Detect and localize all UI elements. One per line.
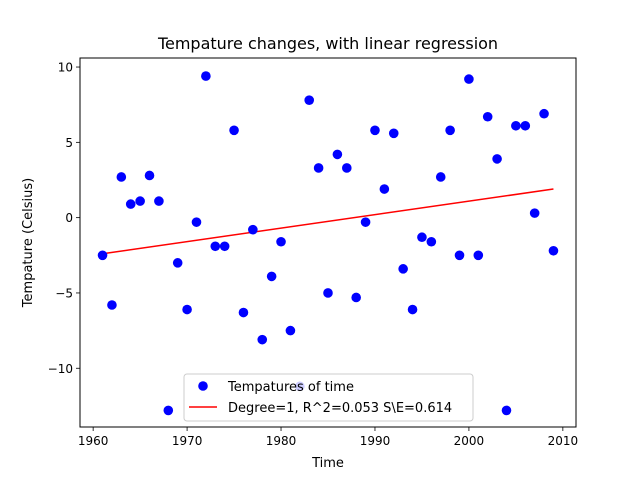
data-point: [454, 250, 465, 261]
data-point: [125, 199, 136, 209]
y-tick-label: 5: [65, 136, 73, 150]
data-point: [482, 111, 493, 122]
x-tick-label: 1990: [360, 434, 391, 448]
data-point: [304, 95, 315, 105]
data-point: [473, 250, 484, 261]
data-point: [398, 264, 408, 274]
data-point: [379, 184, 390, 194]
data-point: [388, 128, 399, 139]
data-point: [492, 154, 502, 164]
data-point: [219, 241, 230, 252]
scatter-layer: [97, 71, 559, 416]
data-point: [172, 258, 183, 268]
regression-layer: [102, 188, 554, 255]
y-tick-label: −5: [55, 286, 73, 300]
data-point: [511, 120, 521, 131]
data-point: [351, 292, 361, 303]
data-point: [97, 250, 108, 261]
y-tick-label: 10: [58, 61, 73, 75]
data-point: [445, 125, 455, 136]
y-axis: −10 −5 0 5 10: [48, 61, 80, 376]
data-point: [548, 245, 559, 256]
plot-area: [79, 57, 577, 428]
x-tick-label: 2000: [454, 434, 485, 448]
data-point: [266, 271, 277, 282]
data-point: [210, 241, 221, 252]
data-point: [520, 120, 531, 131]
data-point: [464, 74, 474, 84]
data-point: [154, 196, 164, 206]
x-axis: 1960 1970 1980 1990 2000 2010: [78, 427, 578, 448]
data-point: [417, 232, 427, 243]
plot-frame: [79, 57, 577, 428]
data-point: [248, 224, 258, 235]
data-point: [435, 172, 446, 182]
data-point: [285, 325, 296, 336]
data-point: [182, 304, 192, 315]
data-point: [370, 125, 380, 136]
data-point: [539, 108, 549, 119]
data-point: [257, 334, 268, 345]
legend-box: [183, 373, 474, 422]
data-point: [529, 208, 540, 218]
data-point: [191, 217, 202, 227]
data-point: [135, 196, 145, 206]
x-tick-label: 1960: [78, 434, 109, 448]
data-point: [313, 163, 324, 173]
x-axis-label: Time: [311, 456, 344, 471]
data-point: [276, 236, 286, 247]
data-point: [323, 288, 333, 298]
y-axis-label: Tempature (Celsius): [21, 178, 36, 308]
regression-line: [102, 188, 554, 255]
data-point: [201, 71, 211, 81]
data-point: [332, 149, 343, 160]
data-point: [407, 304, 418, 315]
y-tick-label: −10: [48, 362, 73, 376]
legend-label-scatter: Tempatures of time: [227, 380, 354, 395]
legend-label-line: Degree=1, R^2=0.053 S\E=0.614: [228, 401, 452, 416]
data-point: [229, 125, 239, 136]
data-point: [426, 236, 437, 247]
data-point: [341, 163, 352, 173]
x-tick-label: 1970: [172, 434, 203, 448]
y-tick-label: 0: [65, 211, 73, 225]
data-point: [360, 217, 371, 227]
data-point: [163, 405, 174, 416]
legend-marker-scatter: [198, 381, 208, 391]
legend: Tempatures of time Degree=1, R^2=0.053 S…: [183, 373, 474, 422]
chart-title: Tempature changes, with linear regressio…: [157, 34, 498, 53]
data-point: [107, 300, 117, 310]
data-point: [144, 170, 155, 181]
x-tick-label: 1980: [266, 434, 297, 448]
data-point: [238, 307, 249, 318]
data-point: [501, 405, 512, 416]
x-tick-label: 2010: [548, 434, 579, 448]
data-point: [116, 172, 127, 182]
